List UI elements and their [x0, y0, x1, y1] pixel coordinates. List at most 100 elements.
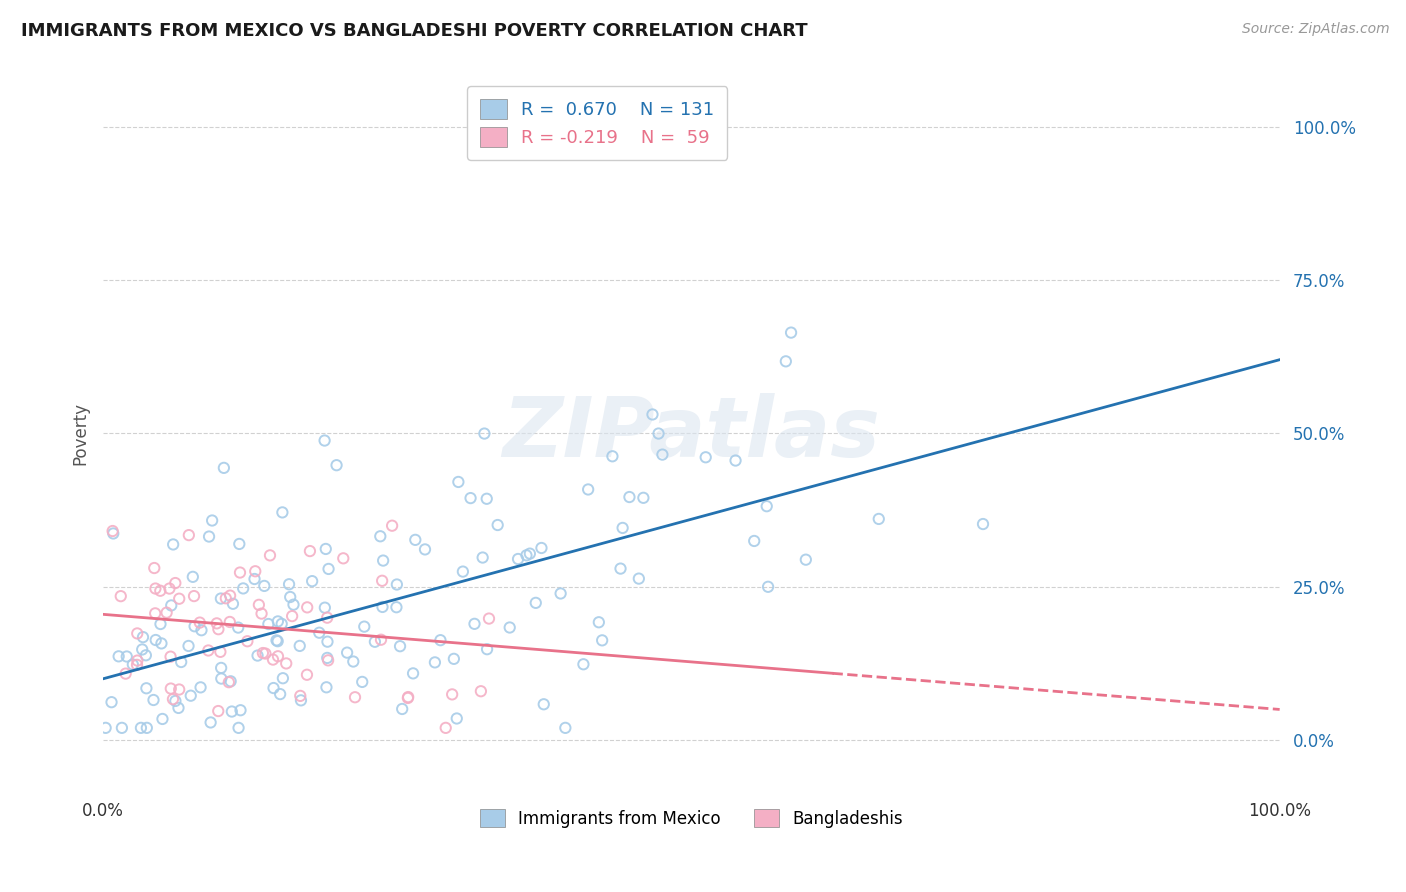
Point [641, 408, 664, 422]
Point [198, 530, 221, 544]
Point [519, 547, 541, 561]
Point [266, 633, 288, 648]
Point [188, 615, 211, 630]
Point [145, 633, 167, 648]
Point [190, 624, 212, 638]
Point [167, 591, 190, 606]
Point [506, 552, 529, 566]
Point [207, 704, 229, 718]
Point [371, 553, 394, 567]
Point [318, 562, 340, 576]
Point [972, 516, 994, 531]
Point [281, 609, 304, 624]
Point [342, 655, 364, 669]
Point [181, 570, 204, 584]
Point [197, 643, 219, 657]
Point [107, 649, 129, 664]
Point [162, 537, 184, 551]
Point [391, 702, 413, 716]
Point [254, 647, 277, 661]
Point [627, 572, 650, 586]
Point [243, 572, 266, 586]
Point [371, 574, 394, 588]
Point [515, 549, 537, 563]
Point [755, 499, 778, 513]
Point [550, 586, 572, 600]
Point [314, 434, 336, 448]
Point [150, 636, 173, 650]
Point [132, 630, 155, 644]
Point [325, 458, 347, 473]
Point [460, 491, 482, 505]
Point [156, 606, 179, 620]
Point [353, 619, 375, 633]
Point [253, 579, 276, 593]
Point [315, 541, 337, 556]
Point [316, 610, 339, 624]
Point [609, 561, 631, 575]
Text: Source: ZipAtlas.com: Source: ZipAtlas.com [1241, 22, 1389, 37]
Point [647, 426, 669, 441]
Point [267, 634, 290, 648]
Point [257, 617, 280, 632]
Point [633, 491, 655, 505]
Point [591, 633, 613, 648]
Point [149, 583, 172, 598]
Point [276, 657, 298, 671]
Point [396, 690, 419, 704]
Point [221, 705, 243, 719]
Point [114, 666, 136, 681]
Point [316, 634, 339, 648]
Point [180, 689, 202, 703]
Point [385, 600, 408, 615]
Point [110, 589, 132, 603]
Point [129, 721, 152, 735]
Point [135, 721, 157, 735]
Point [252, 646, 274, 660]
Point [152, 712, 174, 726]
Point [228, 537, 250, 551]
Point [159, 681, 181, 696]
Point [316, 653, 339, 667]
Text: ZIPatlas: ZIPatlas [502, 392, 880, 474]
Point [315, 681, 337, 695]
Point [215, 591, 238, 606]
Point [278, 590, 301, 604]
Point [336, 646, 359, 660]
Point [131, 642, 153, 657]
Point [389, 639, 412, 653]
Point [101, 524, 124, 538]
Point [434, 721, 457, 735]
Point [219, 674, 242, 689]
Point [262, 652, 284, 666]
Point [352, 674, 374, 689]
Point [651, 448, 673, 462]
Point [162, 692, 184, 706]
Point [554, 721, 576, 735]
Point [183, 619, 205, 633]
Point [226, 621, 249, 635]
Point [143, 561, 166, 575]
Point [212, 461, 235, 475]
Point [267, 649, 290, 664]
Point [478, 611, 501, 625]
Point [232, 582, 254, 596]
Point [385, 577, 408, 591]
Point [207, 622, 229, 636]
Point [245, 564, 267, 578]
Point [446, 711, 468, 725]
Point [742, 533, 765, 548]
Point [125, 657, 148, 672]
Point [167, 682, 190, 697]
Point [142, 693, 165, 707]
Point [201, 514, 224, 528]
Point [246, 648, 269, 663]
Point [695, 450, 717, 465]
Point [229, 703, 252, 717]
Point [413, 542, 436, 557]
Point [402, 666, 425, 681]
Point [332, 551, 354, 566]
Point [572, 657, 595, 672]
Point [267, 615, 290, 629]
Point [143, 607, 166, 621]
